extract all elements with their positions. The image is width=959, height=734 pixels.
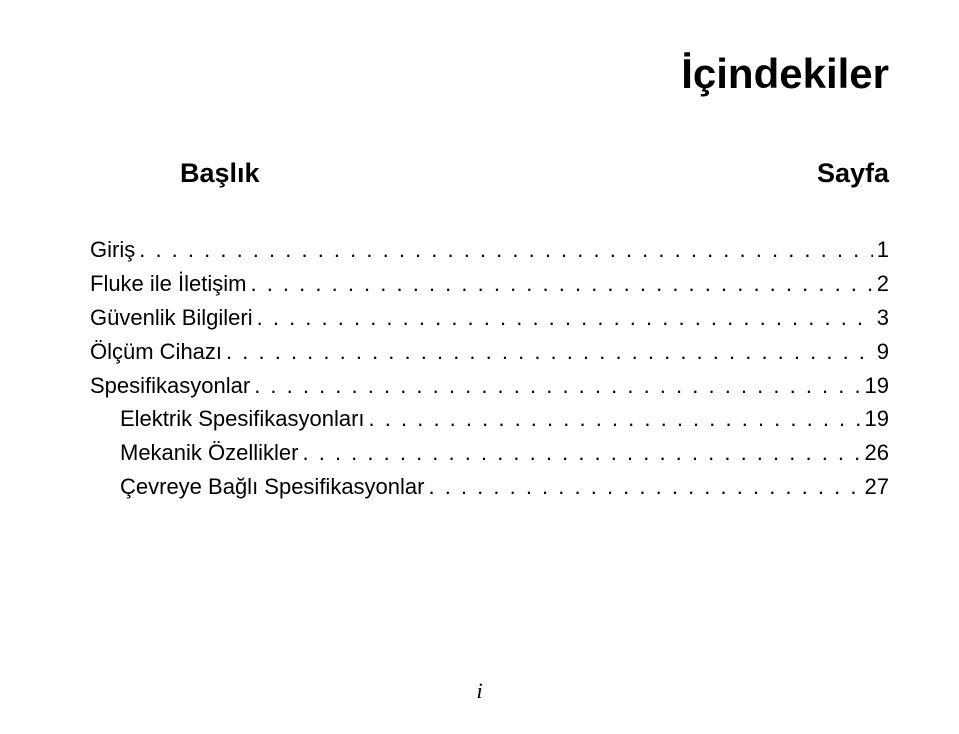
toc-entry-label: Çevreye Bağlı Spesifikasyonlar (120, 471, 424, 503)
toc-leader: . . . . . . . . . . . . . . . . . . . . … (250, 370, 860, 402)
header-label-left: Başlık (180, 158, 260, 189)
toc-entry: Mekanik Özellikler. . . . . . . . . . . … (90, 437, 889, 469)
header-label-right: Sayfa (817, 158, 889, 189)
toc-list: Giriş. . . . . . . . . . . . . . . . . .… (90, 234, 889, 503)
toc-entry: Ölçüm Cihazı. . . . . . . . . . . . . . … (90, 336, 889, 368)
toc-entry-page: 19 (861, 370, 889, 402)
toc-entry-page: 27 (861, 471, 889, 503)
toc-leader: . . . . . . . . . . . . . . . . . . . . … (299, 437, 861, 469)
toc-entry-page: 3 (873, 302, 889, 334)
toc-entry: Çevreye Bağlı Spesifikasyonlar. . . . . … (90, 471, 889, 503)
toc-page: İçindekiler Başlık Sayfa Giriş. . . . . … (0, 0, 959, 545)
toc-entry-label: Giriş (90, 234, 135, 266)
toc-leader: . . . . . . . . . . . . . . . . . . . . … (222, 336, 873, 368)
toc-entry-label: Mekanik Özellikler (120, 437, 299, 469)
toc-leader: . . . . . . . . . . . . . . . . . . . . … (365, 403, 861, 435)
toc-entry-page: 1 (873, 234, 889, 266)
toc-entry: Giriş. . . . . . . . . . . . . . . . . .… (90, 234, 889, 266)
toc-entry-page: 19 (861, 403, 889, 435)
toc-entry-page: 2 (873, 268, 889, 300)
toc-entry: Spesifikasyonlar. . . . . . . . . . . . … (90, 370, 889, 402)
toc-entry: Elektrik Spesifikasyonları. . . . . . . … (90, 403, 889, 435)
toc-entry-label: Elektrik Spesifikasyonları (120, 403, 365, 435)
toc-header-row: Başlık Sayfa (90, 158, 889, 189)
toc-entry: Güvenlik Bilgileri. . . . . . . . . . . … (90, 302, 889, 334)
toc-leader: . . . . . . . . . . . . . . . . . . . . … (253, 302, 873, 334)
toc-entry-page: 26 (861, 437, 889, 469)
toc-entry-label: Güvenlik Bilgileri (90, 302, 253, 334)
toc-entry-label: Ölçüm Cihazı (90, 336, 222, 368)
page-title: İçindekiler (90, 50, 889, 98)
page-number: i (0, 678, 959, 704)
toc-entry: Fluke ile İletişim. . . . . . . . . . . … (90, 268, 889, 300)
toc-leader: . . . . . . . . . . . . . . . . . . . . … (135, 234, 873, 266)
toc-leader: . . . . . . . . . . . . . . . . . . . . … (246, 268, 872, 300)
toc-entry-label: Spesifikasyonlar (90, 370, 250, 402)
toc-entry-label: Fluke ile İletişim (90, 268, 246, 300)
toc-leader: . . . . . . . . . . . . . . . . . . . . … (424, 471, 860, 503)
toc-entry-page: 9 (873, 336, 889, 368)
